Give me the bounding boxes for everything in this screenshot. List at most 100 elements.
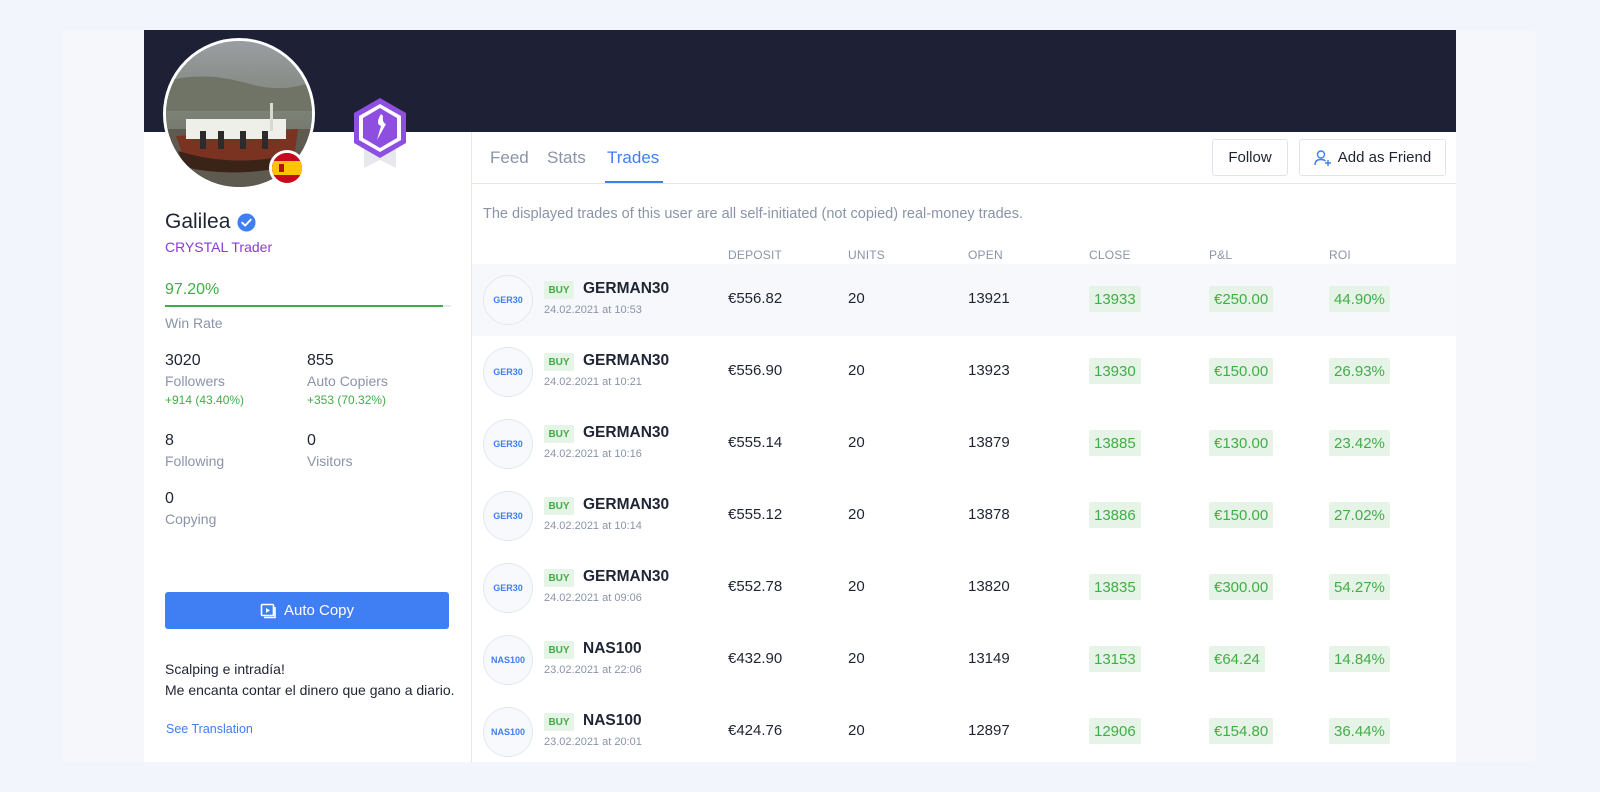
copying-stat[interactable]: 0 Copying — [165, 490, 216, 527]
trade-open: 13149 — [968, 650, 1010, 667]
win-rate-bar-fill — [165, 305, 443, 307]
trade-open: 13923 — [968, 362, 1010, 379]
trade-date: 23.02.2021 at 20:01 — [544, 736, 642, 748]
column-header-pnl: P&L — [1209, 248, 1233, 262]
trade-pnl: €300.00 — [1209, 574, 1274, 600]
followers-label: Followers — [165, 373, 225, 389]
trade-open: 12897 — [968, 722, 1010, 739]
instrument-icon: GER30 — [483, 563, 533, 613]
instrument-icon: GER30 — [483, 491, 533, 541]
table-row[interactable]: NAS100 BUY NAS100 23.02.2021 at 22:06 €4… — [472, 624, 1456, 696]
follow-button[interactable]: Follow — [1212, 139, 1288, 176]
trade-close: 13933 — [1089, 286, 1141, 312]
add-as-friend-button[interactable]: Add as Friend — [1299, 139, 1446, 176]
auto-copy-button[interactable]: Auto Copy — [165, 592, 449, 629]
following-stat[interactable]: 8 Following — [165, 432, 224, 469]
trade-roi: 54.27% — [1329, 574, 1390, 600]
win-rate-bar — [165, 305, 451, 307]
instrument-symbol: GERMAN30 — [583, 568, 670, 585]
trade-roi: 23.42% — [1329, 430, 1390, 456]
profile-banner — [144, 30, 1456, 132]
visitors-label: Visitors — [307, 453, 353, 469]
auto-copiers-delta: +353 (70.32%) — [307, 393, 387, 407]
follow-button-label: Follow — [1228, 149, 1272, 166]
trade-deposit: €555.12 — [728, 506, 783, 523]
trade-roi: 36.44% — [1329, 718, 1390, 744]
side-badge: BUY — [544, 569, 574, 587]
side-badge: BUY — [544, 281, 574, 299]
table-row[interactable]: GER30 BUY GERMAN30 24.02.2021 at 09:06 €… — [472, 552, 1456, 624]
spain-flag-icon — [269, 150, 305, 186]
copying-count: 0 — [165, 490, 174, 507]
side-badge: BUY — [544, 497, 574, 515]
profile-name: Galilea — [165, 210, 256, 234]
trade-units: 20 — [848, 578, 865, 595]
instrument-symbol: GERMAN30 — [583, 424, 670, 441]
bio-line-1: Scalping e intradía! — [165, 661, 285, 677]
auto-copy-icon — [260, 603, 276, 618]
win-rate-label: Win Rate — [165, 315, 223, 331]
column-header-open: OPEN — [968, 248, 1003, 262]
trade-roi: 14.84% — [1329, 646, 1390, 672]
auto-copiers-count: 855 — [307, 352, 334, 369]
verified-icon — [237, 212, 256, 232]
trades-disclaimer: The displayed trades of this user are al… — [483, 206, 1023, 222]
trade-close: 13153 — [1089, 646, 1141, 672]
table-row[interactable]: GER30 BUY GERMAN30 24.02.2021 at 10:14 €… — [472, 480, 1456, 552]
profile-sidebar: Galilea CRYSTAL Trader 97.20% Win Rate 3… — [144, 132, 472, 762]
instrument-icon: GER30 — [483, 347, 533, 397]
trade-deposit: €432.90 — [728, 650, 783, 667]
trade-deposit: €424.76 — [728, 722, 783, 739]
tab-trades[interactable]: Trades — [607, 148, 660, 167]
trade-date: 23.02.2021 at 22:06 — [544, 664, 642, 676]
column-header-units: UNITS — [848, 248, 885, 262]
trade-roi: 27.02% — [1329, 502, 1390, 528]
add-as-friend-label: Add as Friend — [1337, 149, 1432, 166]
trade-date: 24.02.2021 at 10:16 — [544, 448, 642, 460]
trade-pnl: €64.24 — [1209, 646, 1265, 672]
trade-close: 13930 — [1089, 358, 1141, 384]
instrument-icon: GER30 — [483, 419, 533, 469]
trade-close: 13886 — [1089, 502, 1141, 528]
see-translation-link[interactable]: See Translation — [166, 722, 253, 736]
table-row[interactable]: GER30 BUY GERMAN30 24.02.2021 at 10:16 €… — [472, 408, 1456, 480]
side-badge: BUY — [544, 713, 574, 731]
instrument-symbol: NAS100 — [583, 640, 642, 657]
instrument-icon: NAS100 — [483, 707, 533, 757]
trade-date: 24.02.2021 at 10:53 — [544, 304, 642, 316]
table-row[interactable]: GER30 BUY GERMAN30 24.02.2021 at 10:21 €… — [472, 336, 1456, 408]
followers-delta: +914 (43.40%) — [165, 393, 245, 407]
followers-count: 3020 — [165, 352, 201, 369]
visitors-stat: 0 Visitors — [307, 432, 353, 469]
following-count: 8 — [165, 432, 174, 449]
table-row[interactable]: GER30 BUY GERMAN30 24.02.2021 at 10:53 €… — [472, 264, 1456, 336]
trade-units: 20 — [848, 434, 865, 451]
visitors-count: 0 — [307, 432, 316, 449]
instrument-symbol: NAS100 — [583, 712, 642, 729]
trade-deposit: €556.90 — [728, 362, 783, 379]
trade-deposit: €552.78 — [728, 578, 783, 595]
trade-open: 13879 — [968, 434, 1010, 451]
trade-pnl: €154.80 — [1209, 718, 1274, 744]
trade-close: 12906 — [1089, 718, 1141, 744]
auto-copy-label: Auto Copy — [283, 602, 355, 619]
trade-date: 24.02.2021 at 10:14 — [544, 520, 642, 532]
followers-stat[interactable]: 3020 Followers +914 (43.40%) — [165, 352, 244, 407]
trades-table: GER30 BUY GERMAN30 24.02.2021 at 10:53 €… — [472, 264, 1456, 762]
auto-copiers-stat[interactable]: 855 Auto Copiers +353 (70.32%) — [307, 352, 388, 407]
instrument-symbol: GERMAN30 — [583, 352, 670, 369]
add-user-icon — [1314, 149, 1331, 166]
profile-name-text: Galilea — [165, 210, 231, 233]
copying-label: Copying — [165, 511, 217, 527]
instrument-symbol: GERMAN30 — [583, 496, 670, 513]
trade-open: 13921 — [968, 290, 1010, 307]
trade-date: 24.02.2021 at 10:21 — [544, 376, 642, 388]
tab-feed[interactable]: Feed — [490, 148, 529, 167]
trade-pnl: €150.00 — [1209, 502, 1274, 528]
table-row[interactable]: NAS100 BUY NAS100 23.02.2021 at 20:01 €4… — [472, 696, 1456, 762]
auto-copiers-label: Auto Copiers — [307, 373, 388, 389]
trade-units: 20 — [848, 506, 865, 523]
trade-open: 13878 — [968, 506, 1010, 523]
trade-close: 13885 — [1089, 430, 1141, 456]
tab-stats[interactable]: Stats — [547, 148, 586, 167]
